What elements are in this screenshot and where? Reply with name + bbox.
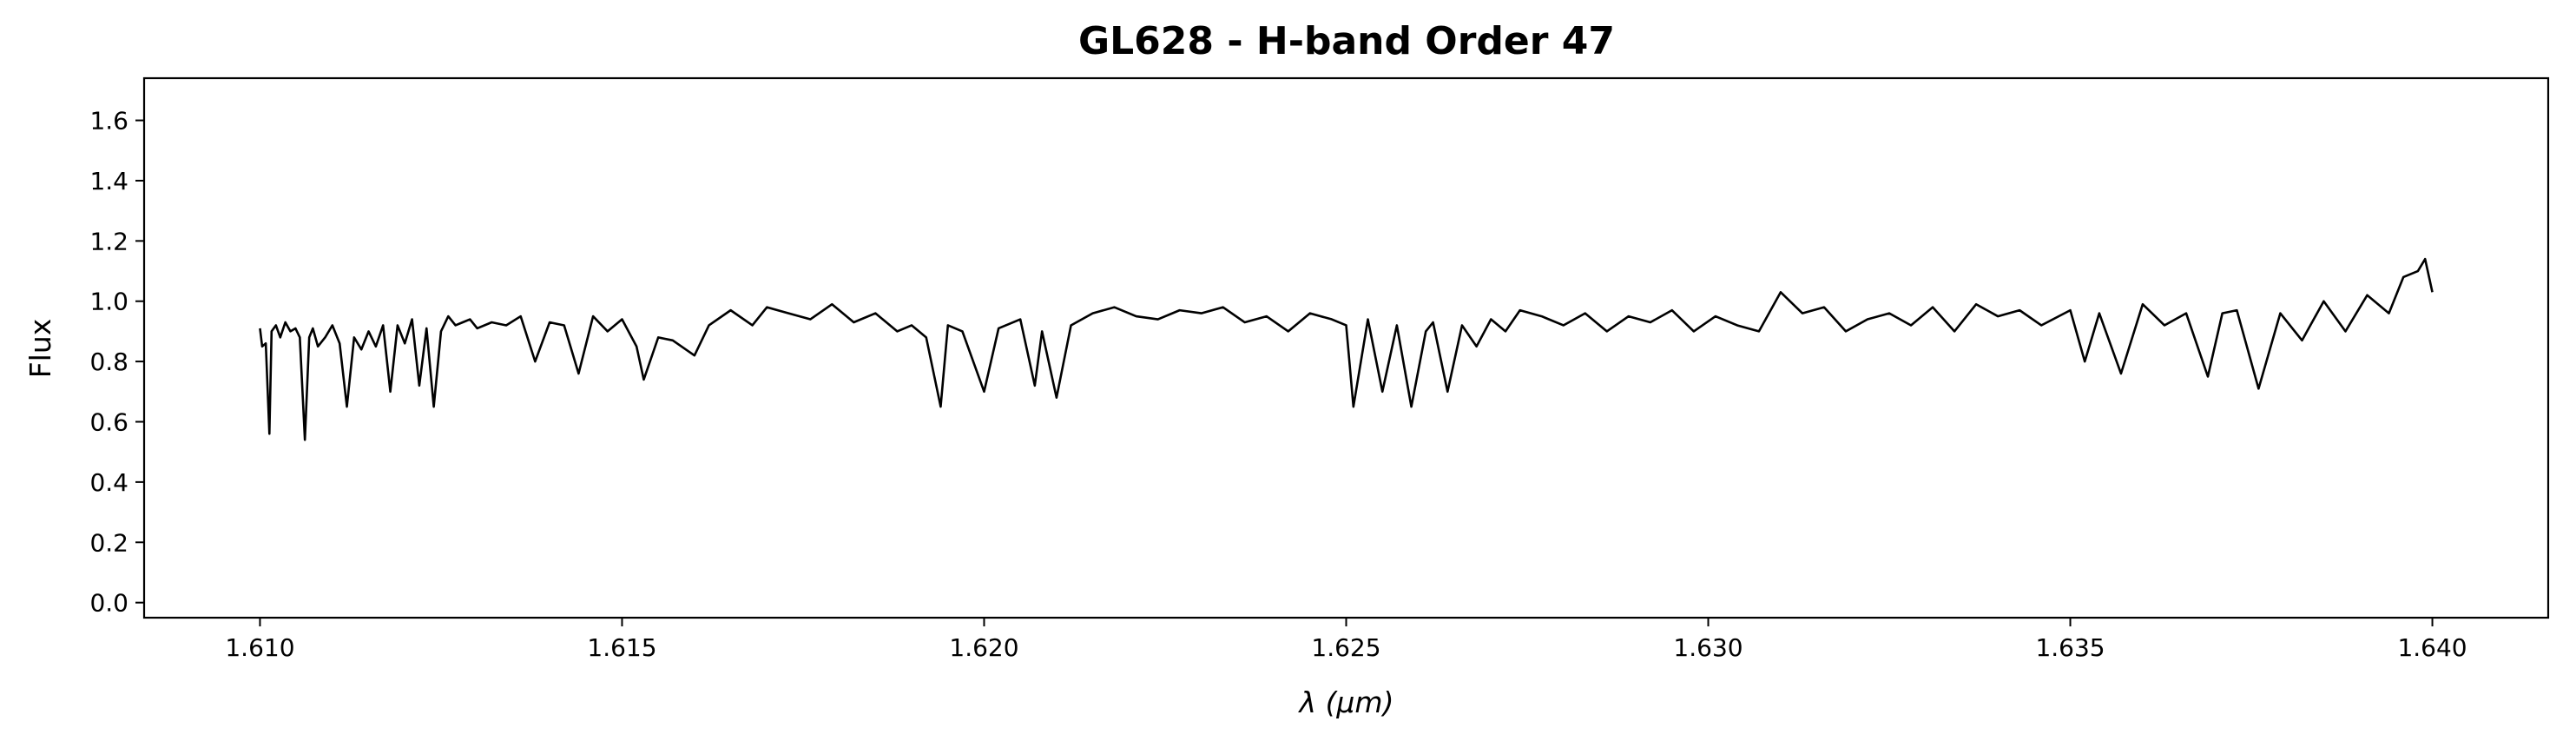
x-tick-label: 1.610: [225, 633, 294, 662]
y-tick-label: 0.2: [89, 528, 128, 557]
x-tick-label: 1.625: [1311, 633, 1380, 662]
plot-area: [259, 257, 2434, 441]
y-tick-label: 0.0: [89, 589, 128, 618]
x-tick-label: 1.620: [949, 633, 1018, 662]
x-axis-label-unit: (μm): [1326, 685, 1394, 719]
y-axis-label: Flux: [23, 319, 57, 379]
x-tick-label: 1.640: [2397, 633, 2467, 662]
y-axis: 0.0 0.2 0.4 0.6 0.8 1.0 1.2 1.4 1.6: [89, 107, 144, 618]
x-tick-label: 1.615: [587, 633, 656, 662]
series-line-0: [259, 257, 2434, 441]
y-tick-label: 0.8: [89, 348, 128, 376]
x-axis-label: λ (μm): [1298, 685, 1394, 719]
x-axis: 1.610 1.615 1.620 1.625 1.630 1.635 1.640: [225, 618, 2467, 662]
y-tick-label: 0.6: [89, 407, 128, 436]
y-tick-label: 0.4: [89, 468, 128, 497]
x-axis-label-symbol: λ: [1298, 685, 1317, 719]
plot-frame: [142, 76, 2550, 619]
y-tick-label: 1.6: [89, 107, 128, 136]
x-tick-label: 1.630: [1673, 633, 1743, 662]
y-tick-label: 1.0: [89, 288, 128, 316]
x-tick-label: 1.635: [2035, 633, 2105, 662]
y-tick-label: 1.2: [89, 227, 128, 255]
chart-title: GL628 - H-band Order 47: [1078, 19, 1615, 63]
y-tick-label: 1.4: [89, 167, 128, 195]
